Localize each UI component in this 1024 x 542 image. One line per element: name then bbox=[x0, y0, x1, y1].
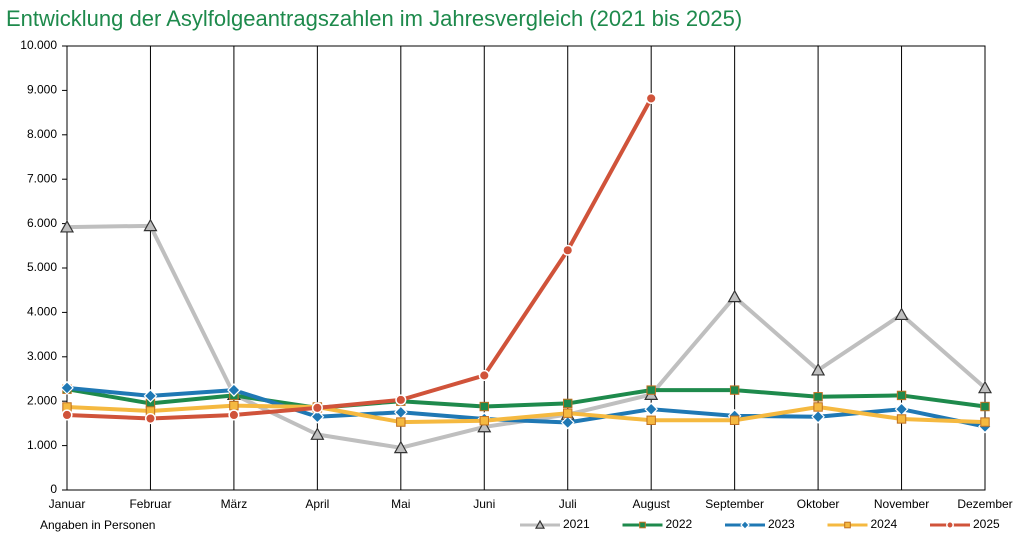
x-tick-label: August bbox=[633, 497, 671, 511]
marker bbox=[977, 380, 993, 394]
marker bbox=[980, 401, 990, 412]
marker bbox=[479, 416, 489, 426]
legend-label: 2023 bbox=[768, 517, 795, 531]
y-tick-label: 1.000 bbox=[27, 438, 57, 452]
x-tick-label: Oktober bbox=[797, 497, 840, 511]
marker bbox=[534, 519, 546, 529]
chart-title: Entwicklung der Asylfolgeantragszahlen i… bbox=[6, 6, 742, 31]
marker bbox=[228, 409, 240, 421]
marker bbox=[563, 398, 573, 409]
marker bbox=[646, 415, 656, 425]
marker bbox=[896, 390, 907, 401]
x-tick-label: Mai bbox=[391, 497, 410, 511]
marker bbox=[393, 440, 408, 454]
marker bbox=[740, 520, 750, 530]
marker bbox=[646, 385, 656, 395]
y-tick-label: 4.000 bbox=[27, 305, 57, 319]
x-tick-label: September bbox=[705, 497, 764, 511]
marker bbox=[477, 419, 492, 433]
x-tick-label: Januar bbox=[49, 497, 86, 511]
plot-frame bbox=[66, 45, 986, 491]
marker bbox=[143, 218, 158, 232]
marker bbox=[310, 409, 325, 424]
x-tick-label: Juli bbox=[559, 497, 577, 511]
marker bbox=[59, 219, 75, 233]
marker bbox=[896, 414, 907, 424]
marker bbox=[478, 369, 490, 381]
series-line bbox=[66, 403, 986, 425]
marker bbox=[61, 409, 73, 421]
y-tick-label: 2.000 bbox=[27, 393, 57, 407]
series-line bbox=[66, 385, 986, 429]
marker bbox=[479, 401, 489, 412]
marker bbox=[727, 289, 742, 303]
y-tick-label: 10.000 bbox=[20, 38, 57, 52]
marker bbox=[393, 405, 408, 420]
legend-label: 2021 bbox=[563, 517, 590, 531]
marker bbox=[563, 408, 573, 418]
y-tick-label: 9.000 bbox=[27, 83, 57, 97]
marker bbox=[644, 402, 659, 417]
marker bbox=[229, 400, 239, 411]
marker bbox=[811, 409, 825, 424]
legend-label: 2025 bbox=[973, 517, 1000, 531]
marker bbox=[311, 402, 323, 414]
legend-label: 2024 bbox=[871, 517, 898, 531]
marker bbox=[729, 385, 740, 395]
marker bbox=[894, 307, 909, 321]
marker bbox=[639, 521, 646, 529]
marker bbox=[395, 394, 407, 406]
marker bbox=[310, 427, 325, 440]
x-tick-label: Dezember bbox=[957, 497, 1012, 511]
note: Angaben in Personen bbox=[40, 518, 155, 532]
y-tick-label: 7.000 bbox=[27, 171, 57, 185]
marker bbox=[645, 92, 657, 104]
marker bbox=[227, 383, 241, 397]
legend-label: 2022 bbox=[666, 517, 693, 531]
x-tick-label: März bbox=[221, 497, 248, 511]
marker bbox=[60, 381, 74, 395]
marker bbox=[562, 244, 574, 256]
y-tick-label: 5.000 bbox=[27, 260, 57, 274]
y-tick-label: 3.000 bbox=[27, 349, 57, 363]
y-tick-label: 6.000 bbox=[27, 216, 57, 230]
marker bbox=[894, 402, 909, 417]
series-line bbox=[66, 97, 653, 421]
marker bbox=[946, 521, 954, 529]
marker bbox=[729, 415, 740, 425]
x-tick-label: Februar bbox=[129, 497, 171, 511]
x-tick-label: Juni bbox=[473, 497, 495, 511]
series-line bbox=[66, 387, 986, 410]
marker bbox=[813, 402, 823, 412]
y-tick-label: 8.000 bbox=[27, 127, 57, 141]
marker bbox=[980, 417, 990, 427]
marker bbox=[396, 417, 406, 427]
marker bbox=[813, 392, 823, 402]
marker bbox=[560, 415, 575, 430]
marker bbox=[844, 521, 851, 529]
x-tick-label: November bbox=[874, 497, 929, 511]
marker bbox=[144, 412, 157, 425]
x-tick-label: April bbox=[305, 497, 329, 511]
marker bbox=[143, 389, 158, 403]
marker bbox=[811, 362, 826, 376]
y-tick-label: 0 bbox=[50, 482, 57, 496]
